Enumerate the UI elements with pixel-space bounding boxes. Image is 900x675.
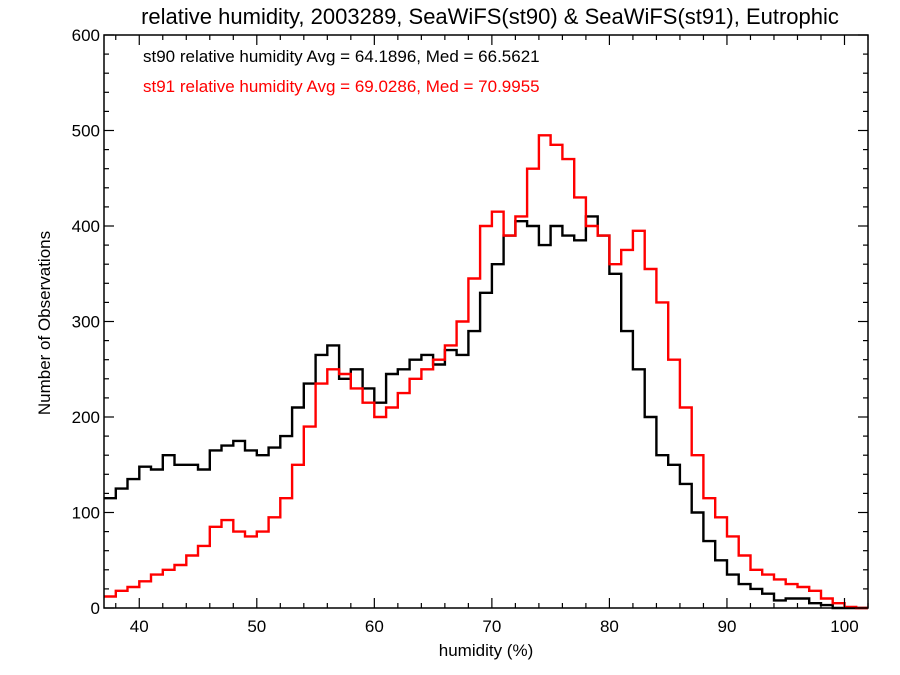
y-tick-label: 500	[72, 122, 100, 141]
x-tick-label: 70	[482, 617, 501, 636]
annotation-st90: st90 relative humidity Avg = 64.1896, Me…	[143, 47, 540, 66]
series-0-line	[104, 215, 868, 610]
chart-title: relative humidity, 2003289, SeaWiFS(st90…	[141, 4, 839, 29]
y-axis-label: Number of Observations	[35, 231, 54, 415]
y-tick-label: 200	[72, 408, 100, 427]
y-tick-label: 400	[72, 217, 100, 236]
x-tick-label: 60	[365, 617, 384, 636]
x-tick-label: 90	[717, 617, 736, 636]
x-tick-label: 80	[600, 617, 619, 636]
x-tick-label: 50	[247, 617, 266, 636]
axis-ticks: 40 50 60 70 80 90 100 0 100 200 300 400 500 600	[72, 26, 869, 636]
plot-frame	[103, 34, 869, 609]
y-tick-label: 600	[72, 26, 100, 45]
x-tick-label: 40	[130, 617, 149, 636]
plot-area	[104, 134, 868, 610]
x-tick-label: 100	[830, 617, 858, 636]
annotation-st91: st91 relative humidity Avg = 69.0286, Me…	[143, 77, 540, 96]
y-tick-label: 100	[72, 504, 100, 523]
y-tick-label: 0	[91, 599, 100, 618]
x-axis-label: humidity (%)	[439, 641, 533, 660]
y-tick-label: 300	[72, 313, 100, 332]
series-1-line	[104, 134, 868, 610]
